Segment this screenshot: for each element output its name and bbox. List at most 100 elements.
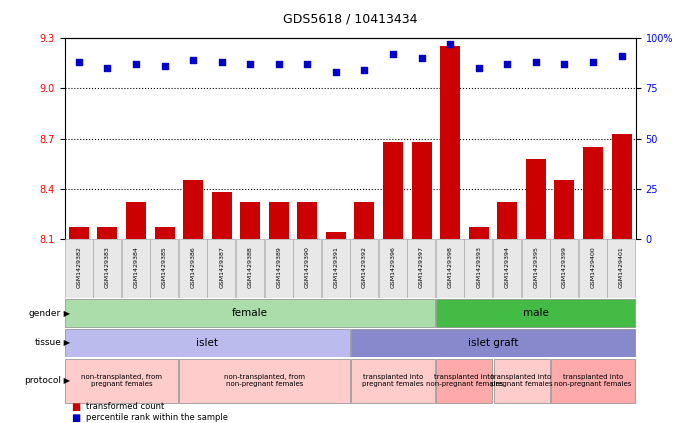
Bar — [583, 147, 603, 239]
FancyBboxPatch shape — [437, 359, 492, 403]
Text: non-transplanted, from
non-pregnant females: non-transplanted, from non-pregnant fema… — [224, 374, 305, 387]
FancyBboxPatch shape — [379, 239, 407, 298]
Text: GSM1429384: GSM1429384 — [133, 246, 139, 288]
Text: GSM1429383: GSM1429383 — [105, 246, 110, 288]
FancyBboxPatch shape — [551, 359, 635, 403]
Text: GSM1429400: GSM1429400 — [590, 246, 596, 288]
FancyBboxPatch shape — [493, 239, 521, 298]
Point — [159, 63, 170, 70]
Text: ▶: ▶ — [61, 338, 70, 347]
Point — [588, 59, 598, 66]
FancyBboxPatch shape — [322, 239, 350, 298]
Bar — [183, 180, 203, 239]
Text: transformed count: transformed count — [86, 402, 165, 412]
FancyBboxPatch shape — [293, 239, 321, 298]
Point — [188, 57, 199, 63]
Text: transplanted into
non-pregnant females: transplanted into non-pregnant females — [554, 374, 632, 387]
Point — [502, 61, 513, 68]
Point — [616, 53, 627, 60]
Text: protocol: protocol — [24, 376, 61, 385]
FancyBboxPatch shape — [579, 239, 607, 298]
FancyBboxPatch shape — [265, 239, 292, 298]
FancyBboxPatch shape — [607, 239, 635, 298]
Bar — [411, 142, 432, 239]
Text: GSM1429399: GSM1429399 — [562, 246, 567, 288]
Bar — [611, 134, 632, 239]
FancyBboxPatch shape — [65, 239, 92, 298]
Text: tissue: tissue — [34, 338, 61, 347]
Bar — [97, 227, 118, 239]
Text: GSM1429386: GSM1429386 — [190, 246, 196, 288]
Bar — [126, 202, 146, 239]
FancyBboxPatch shape — [522, 239, 549, 298]
Bar — [297, 202, 318, 239]
Point — [73, 59, 84, 66]
Point — [559, 61, 570, 68]
Text: ▶: ▶ — [61, 376, 70, 385]
Point — [445, 41, 456, 47]
Text: ■: ■ — [71, 413, 81, 423]
Bar — [69, 227, 89, 239]
FancyBboxPatch shape — [351, 359, 435, 403]
Text: GSM1429393: GSM1429393 — [476, 246, 481, 288]
FancyBboxPatch shape — [93, 239, 121, 298]
Text: GSM1429396: GSM1429396 — [390, 246, 396, 288]
Point — [273, 61, 284, 68]
FancyBboxPatch shape — [65, 359, 178, 403]
Bar — [469, 227, 489, 239]
Point — [302, 61, 313, 68]
Text: GDS5618 / 10413434: GDS5618 / 10413434 — [283, 13, 418, 26]
Text: GSM1429391: GSM1429391 — [333, 246, 339, 288]
Point — [416, 55, 427, 62]
Point — [102, 65, 113, 71]
Text: transplanted into
pregnant females: transplanted into pregnant females — [362, 374, 424, 387]
FancyBboxPatch shape — [437, 299, 635, 327]
Bar — [326, 232, 346, 239]
Text: GSM1429395: GSM1429395 — [533, 246, 539, 288]
Point — [530, 59, 541, 66]
FancyBboxPatch shape — [550, 239, 578, 298]
FancyBboxPatch shape — [122, 239, 150, 298]
Text: GSM1429401: GSM1429401 — [619, 246, 624, 288]
FancyBboxPatch shape — [65, 329, 350, 357]
FancyBboxPatch shape — [351, 329, 635, 357]
Text: islet graft: islet graft — [468, 338, 518, 348]
Bar — [383, 142, 403, 239]
Text: GSM1429387: GSM1429387 — [219, 246, 224, 288]
Text: GSM1429388: GSM1429388 — [248, 246, 253, 288]
Point — [473, 65, 484, 71]
FancyBboxPatch shape — [150, 239, 178, 298]
Text: GSM1429385: GSM1429385 — [162, 246, 167, 288]
FancyBboxPatch shape — [180, 359, 350, 403]
Text: male: male — [523, 308, 549, 318]
Point — [330, 69, 341, 76]
Point — [359, 67, 370, 74]
Bar — [354, 202, 375, 239]
FancyBboxPatch shape — [179, 239, 207, 298]
Text: GSM1429382: GSM1429382 — [76, 246, 82, 288]
Bar — [497, 202, 517, 239]
Bar — [211, 192, 232, 239]
Text: ▶: ▶ — [61, 308, 70, 318]
Point — [131, 61, 141, 68]
Text: transplanted into
non-pregnant females: transplanted into non-pregnant females — [426, 374, 503, 387]
FancyBboxPatch shape — [207, 239, 235, 298]
Text: female: female — [233, 308, 268, 318]
Point — [216, 59, 227, 66]
Bar — [269, 202, 289, 239]
Text: GSM1429392: GSM1429392 — [362, 246, 367, 288]
Text: GSM1429389: GSM1429389 — [276, 246, 282, 288]
Bar — [440, 47, 460, 239]
Text: GSM1429390: GSM1429390 — [305, 246, 310, 288]
Bar — [554, 180, 575, 239]
FancyBboxPatch shape — [236, 239, 264, 298]
Text: non-transplanted, from
pregnant females: non-transplanted, from pregnant females — [81, 374, 163, 387]
FancyBboxPatch shape — [494, 359, 549, 403]
Point — [245, 61, 256, 68]
Point — [388, 51, 398, 58]
Bar — [154, 227, 175, 239]
Text: ■: ■ — [71, 402, 81, 412]
Text: GSM1429398: GSM1429398 — [447, 246, 453, 288]
FancyBboxPatch shape — [65, 299, 435, 327]
Text: gender: gender — [29, 308, 61, 318]
